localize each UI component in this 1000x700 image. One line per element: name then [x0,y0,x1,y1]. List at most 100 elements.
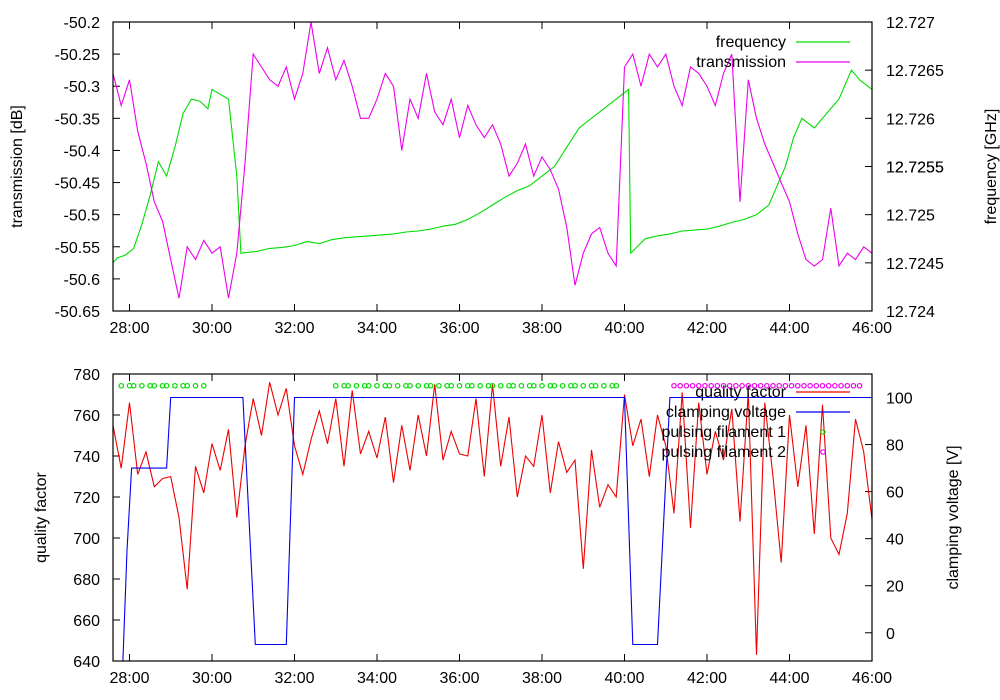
data-point [677,382,683,389]
x-tick-label: 44:00 [769,320,809,337]
y2-tick-label: 100 [886,391,913,408]
data-point [477,382,483,389]
data-point [838,382,844,389]
series-line-frequency [113,69,872,264]
plot-frame [112,21,873,312]
y-tick-label: -50.2 [64,15,101,32]
data-point [163,382,170,389]
data-point [856,382,863,389]
data-point [592,382,599,389]
data-point [726,382,733,389]
data-point [844,382,851,389]
data-point [139,382,145,389]
data-point [794,382,801,389]
x-tick-label: 34:00 [357,320,397,337]
data-point [530,382,537,389]
legend-marker [820,429,826,435]
y-tick-label: 740 [73,449,100,466]
series-pulsing-filament-1 [118,382,620,389]
data-point [850,382,857,389]
data-point [172,382,178,389]
data-point [613,382,620,389]
data-point [345,382,351,389]
data-point [448,382,455,389]
data-point [151,382,158,389]
x-tick-label: 32:00 [274,670,314,687]
data-point [825,382,832,389]
data-point [489,382,496,389]
y2-tick-label: 12.7245 [886,256,944,273]
data-point [757,382,764,389]
x-tick-label: 46:00 [852,670,892,687]
data-point [708,382,714,389]
data-point [572,382,578,389]
y-tick-label: -50.3 [64,79,101,96]
y2-tick-label: 0 [886,626,895,643]
y-tick-label: -50.4 [64,143,101,160]
data-point [683,382,690,389]
y-tick-label: 720 [73,490,100,507]
data-point [807,382,813,389]
plot-frame [112,373,873,662]
data-point [118,382,125,389]
y2-tick-label: 12.7255 [886,160,944,177]
y2-tick-label: 20 [886,579,904,596]
data-point [184,382,191,389]
data-point [720,382,727,389]
data-point [832,382,838,389]
data-point [689,382,696,389]
series-line-clamping-voltage [122,396,872,661]
data-point [510,382,516,389]
legend-label: frequency [716,34,786,51]
data-point [551,382,558,389]
x-tick-label: 42:00 [687,320,727,337]
y2-tick-label: 12.724 [886,304,935,321]
legend-label: clamping voltage [666,404,786,421]
data-point [130,382,137,389]
legend-marker [820,449,826,455]
data-point [497,382,504,389]
data-point [788,382,795,389]
x-tick-label: 40:00 [604,670,644,687]
y2-axis-label: clamping voltage [V] [945,445,962,589]
legend-label: pulsing filament 2 [661,444,786,461]
y-tick-label: -50.6 [64,272,101,289]
y-tick-label: -50.65 [55,304,100,321]
data-point [782,382,789,389]
y-axis-label: transmission [dB] [9,105,26,228]
series-line-quality-factor [113,382,872,655]
data-point [407,382,413,389]
data-point [374,382,380,389]
data-point [739,382,745,389]
data-point [702,382,708,389]
y-tick-label: 640 [73,654,100,671]
data-point [745,382,752,389]
y-tick-label: -50.35 [55,111,100,128]
legend-label: pulsing filament 1 [661,424,786,441]
y-tick-label: 680 [73,572,100,589]
y-tick-label: -50.25 [55,47,100,64]
chart-panel-2: 28:00 30:00 32:00 34:00 36:00 38:00 40:00 42:00… [33,367,962,687]
x-tick-label: 44:00 [769,670,809,687]
data-point [415,382,422,389]
data-point [733,382,739,389]
data-point [456,382,463,389]
x-tick-label: 42:00 [687,670,727,687]
data-point [601,382,607,389]
y2-tick-label: 60 [886,485,904,502]
y-tick-label: 760 [73,408,100,425]
data-point [518,382,525,389]
data-point [332,382,339,389]
series-line-transmission [113,22,872,299]
y2-tick-label: 12.7265 [886,63,944,80]
data-point [559,382,566,389]
legend-label: transmission [696,54,786,71]
x-tick-label: 34:00 [357,670,397,687]
data-point [427,382,434,389]
data-point [539,382,545,389]
x-tick-label: 30:00 [192,670,232,687]
data-point [353,382,360,389]
data-point [801,382,807,389]
data-point [695,382,702,389]
data-point [469,382,475,389]
